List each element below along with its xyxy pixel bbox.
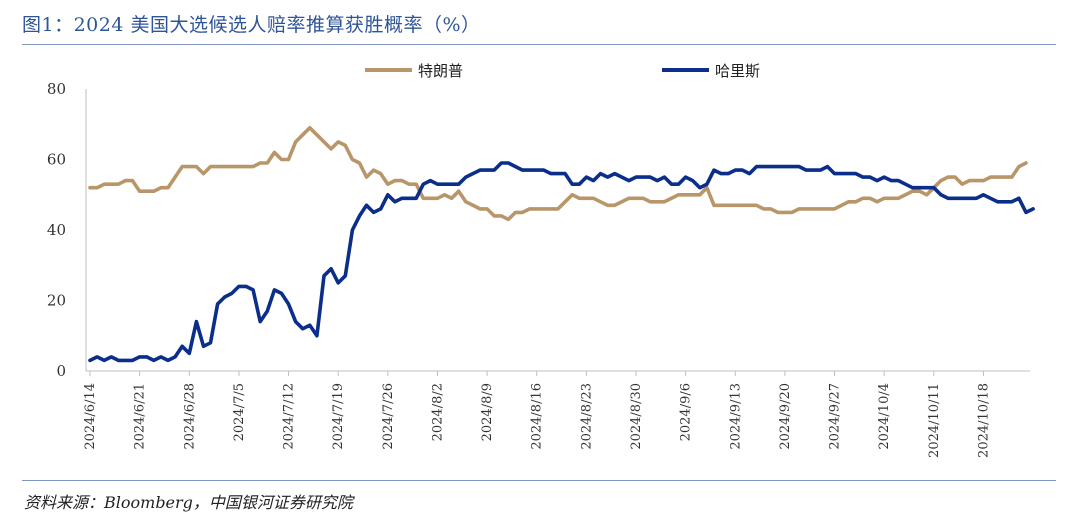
x-tick-label: 2024/9/6 (679, 383, 694, 441)
x-tick-label: 2024/8/2 (430, 383, 445, 441)
x-tick-label: 2024/8/16 (530, 383, 545, 450)
x-tick-label: 2024/7/5 (232, 383, 247, 441)
y-tick-label: 0 (56, 362, 66, 380)
x-tick-label: 2024/7/26 (381, 383, 396, 450)
x-tick-label: 2024/6/14 (83, 383, 98, 450)
title-rule (22, 44, 1056, 45)
x-tick-label: 2024/7/12 (282, 383, 297, 450)
x-tick-label: 2024/8/23 (579, 383, 594, 450)
x-tick-label: 2024/9/20 (778, 383, 793, 450)
source-note: 资料来源：Bloomberg，中国银河证券研究院 (24, 493, 353, 512)
y-tick-label: 60 (47, 151, 66, 169)
figure-title: 图1：2024 美国大选候选人赔率推算获胜概率（%） (22, 14, 481, 36)
x-tick-label: 2024/9/13 (728, 383, 743, 450)
x-tick-label: 2024/6/21 (133, 383, 148, 450)
x-tick-label: 2024/10/18 (976, 383, 991, 458)
y-tick-label: 80 (47, 80, 66, 98)
legend: 特朗普 哈里斯 (365, 62, 760, 80)
series-line-harris (88, 161, 1035, 363)
legend-label-harris: 哈里斯 (715, 62, 760, 80)
x-tick-label: 2024/8/30 (629, 383, 644, 450)
y-axis-ticks: 0 20 40 60 80 (47, 80, 66, 380)
x-tick-label: 2024/8/9 (480, 383, 495, 441)
y-tick-label: 40 (47, 221, 66, 239)
x-tick-label: 2024/6/28 (182, 383, 197, 450)
y-tick-label: 20 (47, 292, 66, 310)
x-axis-ticks: 2024/6/14 2024/6/21 2024/6/28 2024/7/5 2024/… (83, 371, 991, 458)
x-tick-label: 2024/10/11 (927, 383, 942, 458)
x-tick-label: 2024/7/19 (331, 383, 346, 450)
series-line-trump (88, 126, 1028, 222)
legend-label-trump: 特朗普 (418, 62, 463, 80)
axes (85, 89, 1030, 372)
x-tick-label: 2024/9/27 (828, 383, 843, 450)
source-rule (22, 480, 1056, 481)
series-lines (88, 126, 1035, 363)
x-tick-label: 2024/10/4 (877, 383, 892, 450)
